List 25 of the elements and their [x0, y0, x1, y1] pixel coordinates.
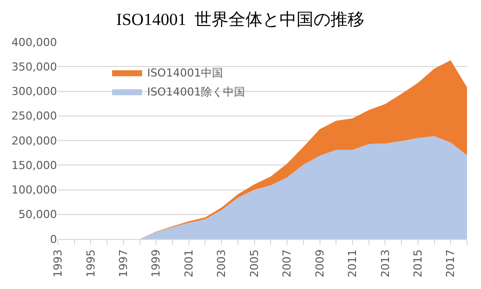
x-tick-label: 1997: [117, 249, 130, 278]
x-tick-label: 2003: [215, 249, 228, 278]
legend-label: ISO14001中国: [147, 66, 223, 80]
x-tick-label: 2001: [182, 249, 196, 278]
x-tick-label: 1995: [84, 249, 98, 278]
x-tick-label: 1999: [150, 249, 163, 278]
x-tick-label: 2011: [346, 249, 360, 278]
x-tick-label: 2009: [313, 249, 326, 278]
y-tick-label: 0: [50, 232, 57, 246]
y-tick-label: 250,000: [12, 110, 57, 123]
x-tick-label: 2015: [411, 249, 424, 278]
y-tick-label: 50,000: [18, 208, 57, 222]
x-tick-label: 2007: [280, 249, 294, 278]
y-tick-label: 150,000: [12, 158, 57, 172]
x-tick-label: 2005: [248, 249, 261, 278]
y-tick-label: 200,000: [12, 134, 57, 148]
chart-title: ISO14001 世界全体と中国の推移: [116, 10, 365, 29]
y-tick-label: 100,000: [12, 184, 57, 197]
x-tick-label: 2013: [378, 249, 392, 278]
x-tick-label: 1993: [52, 249, 65, 278]
x-tick-label: 2017: [444, 249, 458, 278]
y-tick-label: 300,000: [12, 85, 57, 98]
legend-label: ISO14001除く中国: [147, 86, 245, 99]
y-tick-label: 400,000: [12, 36, 57, 49]
y-tick-label: 350,000: [12, 60, 57, 74]
